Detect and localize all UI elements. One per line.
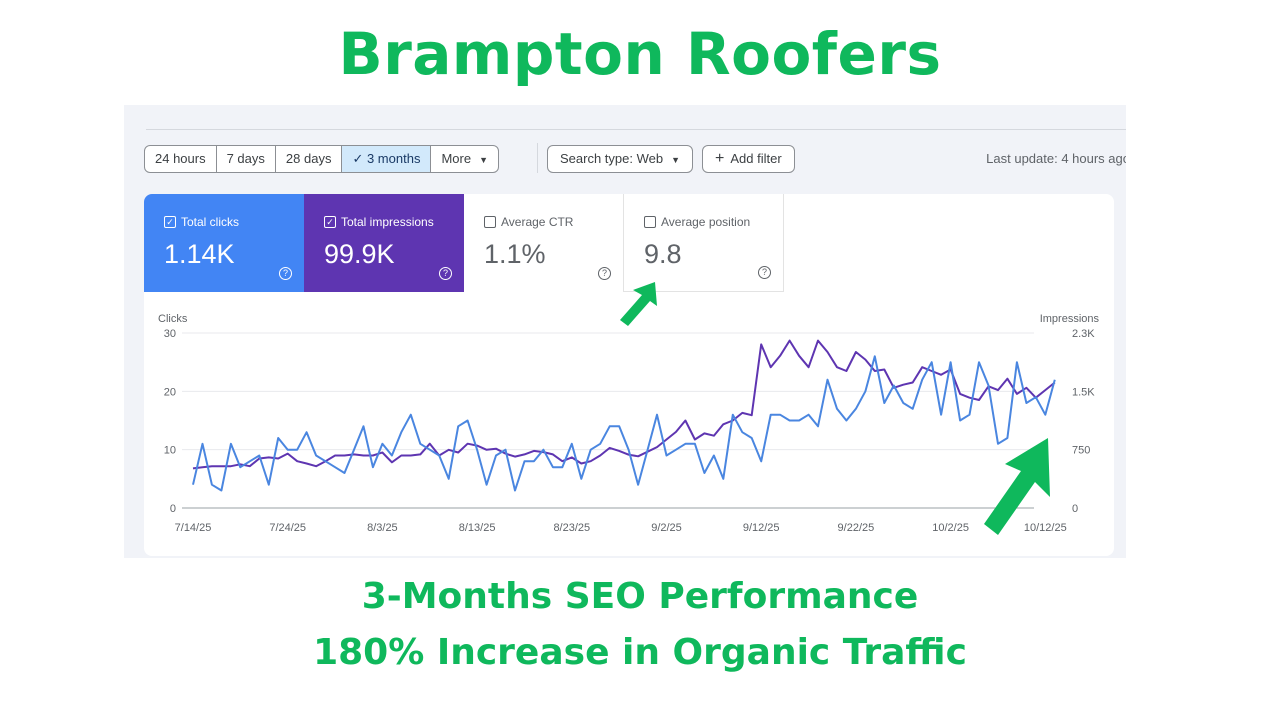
checkbox-unchecked-icon[interactable] — [644, 216, 656, 228]
plus-icon: + — [715, 150, 725, 167]
caption-line-1: 3-Months SEO Performance — [361, 576, 919, 617]
header-divider — [146, 129, 1126, 130]
search-type-button[interactable]: Search type: Web ▼ — [547, 145, 694, 173]
help-icon[interactable]: ? — [758, 266, 771, 279]
help-icon[interactable]: ? — [598, 267, 611, 280]
checkbox-checked-icon[interactable]: ✓ — [324, 216, 336, 228]
metric-total-impressions[interactable]: ✓ Total impressions 99.9K ? — [304, 194, 464, 292]
add-filter-button[interactable]: + Add filter — [702, 145, 795, 173]
page-title: Brampton Roofers — [338, 20, 942, 88]
metric-total-clicks[interactable]: ✓ Total clicks 1.14K ? — [144, 194, 304, 292]
check-icon: ✓ — [352, 151, 367, 166]
range-24-hours[interactable]: 24 hours — [145, 146, 217, 172]
range-7-days[interactable]: 7 days — [217, 146, 276, 172]
help-icon[interactable]: ? — [439, 267, 452, 280]
range-more[interactable]: More ▼ — [441, 151, 488, 166]
last-update: Last update: 4 hours ago — [986, 151, 1126, 166]
metric-average-ctr[interactable]: Average CTR 1.1% ? — [464, 194, 624, 292]
dropdown-arrow-icon: ▼ — [479, 155, 488, 165]
range-3-months[interactable]: ✓ 3 months — [342, 146, 432, 172]
search-console-screenshot: 24 hours 7 days 28 days ✓ 3 months More ▼… — [124, 105, 1126, 558]
checkbox-checked-icon[interactable]: ✓ — [164, 216, 176, 228]
metric-average-position[interactable]: Average position 9.8 ? — [624, 194, 784, 292]
caption-line-2: 180% Increase in Organic Traffic — [313, 632, 967, 673]
toolbar-separator — [537, 143, 538, 173]
range-28-days[interactable]: 28 days — [276, 146, 343, 172]
performance-card: ✓ Total clicks 1.14K ? ✓ Total impressions… — [144, 194, 1114, 556]
help-icon[interactable]: ? — [279, 267, 292, 280]
date-range-selector: 24 hours 7 days 28 days ✓ 3 months More ▼ — [144, 145, 499, 173]
dropdown-arrow-icon: ▼ — [671, 155, 681, 165]
checkbox-unchecked-icon[interactable] — [484, 216, 496, 228]
